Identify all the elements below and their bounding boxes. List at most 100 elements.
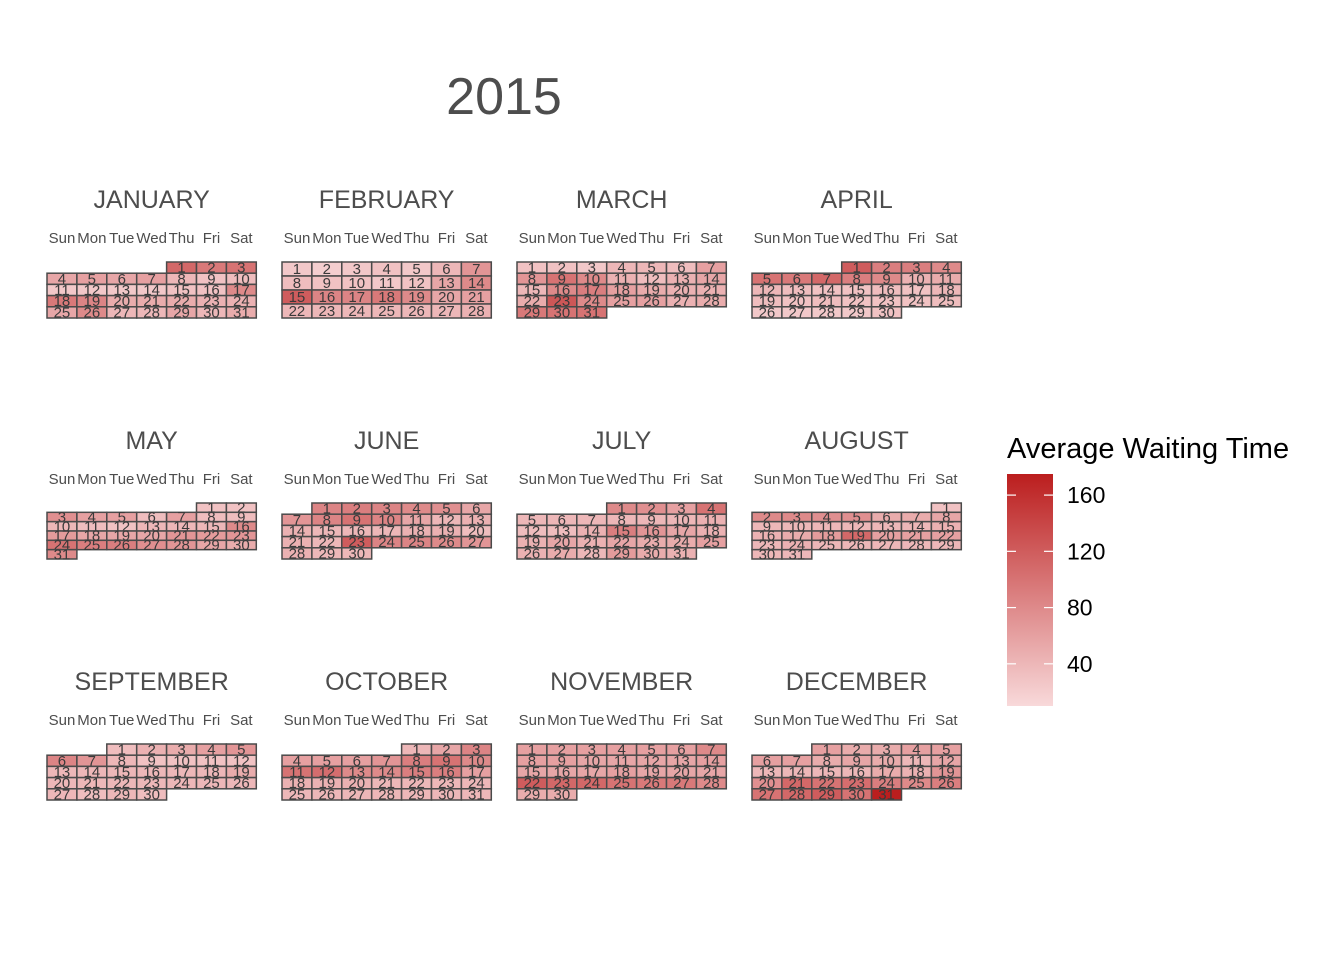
- day-cell: [135, 788, 168, 801]
- month-name: AUGUST: [805, 427, 909, 455]
- day-number: 26: [643, 775, 660, 792]
- day-number: 3: [237, 260, 245, 277]
- day-number: 1: [528, 260, 536, 277]
- day-number: 21: [289, 534, 306, 551]
- day-cell: [695, 535, 728, 549]
- weekday-label: Tue: [344, 230, 369, 247]
- day-number: 6: [147, 509, 155, 526]
- day-cell: [46, 548, 78, 560]
- day-number: 25: [703, 534, 720, 551]
- day-number: 12: [643, 753, 660, 770]
- day-number: 12: [408, 275, 425, 292]
- weekday-label: Thu: [404, 230, 430, 247]
- day-number: 7: [793, 753, 801, 770]
- day-number: 12: [84, 282, 101, 299]
- weekday-label: Fri: [438, 712, 456, 729]
- day-number: 3: [912, 260, 920, 277]
- day-number: 5: [942, 742, 950, 759]
- day-number: 30: [554, 304, 571, 321]
- day-cell: [695, 776, 728, 790]
- weekday-label: Thu: [639, 230, 665, 247]
- day-number: 25: [378, 303, 395, 320]
- day-number: 6: [442, 261, 450, 278]
- day-number: 26: [408, 303, 425, 320]
- day-number: 14: [703, 753, 720, 770]
- day-number: 28: [908, 537, 925, 554]
- day-number: 4: [942, 260, 950, 277]
- day-number: 21: [84, 775, 101, 792]
- day-number: 30: [143, 786, 160, 803]
- day-number: 17: [378, 523, 395, 540]
- day-number: 12: [759, 282, 776, 299]
- day-number: 16: [203, 282, 220, 299]
- day-number: 10: [468, 753, 485, 770]
- day-number: 29: [203, 537, 220, 554]
- day-number: 7: [88, 753, 96, 770]
- day-number: 21: [468, 289, 485, 306]
- day-number: 22: [113, 775, 130, 792]
- day-number: 25: [908, 775, 925, 792]
- day-number: 25: [818, 537, 835, 554]
- day-number: 3: [177, 742, 185, 759]
- day-number: 5: [647, 260, 655, 277]
- weekday-label: Wed: [841, 712, 872, 729]
- day-cell: [930, 776, 963, 790]
- legend-tick-label: 40: [1067, 651, 1093, 677]
- day-number: 8: [528, 753, 536, 770]
- day-number: 6: [882, 509, 890, 526]
- day-number: 16: [348, 523, 365, 540]
- day-number: 21: [378, 775, 395, 792]
- day-number: 20: [789, 293, 806, 310]
- day-number: 16: [554, 764, 571, 781]
- day-number: 26: [84, 304, 101, 321]
- day-number: 4: [382, 261, 390, 278]
- weekday-label: Sun: [49, 471, 76, 488]
- day-number: 24: [583, 775, 600, 792]
- day-number: 18: [408, 523, 425, 540]
- day-cell: [870, 306, 903, 319]
- day-number: 11: [289, 764, 305, 781]
- day-number: 16: [848, 764, 865, 781]
- day-number: 27: [789, 304, 806, 321]
- day-number: 30: [233, 537, 250, 554]
- day-number: 9: [882, 271, 890, 288]
- day-number: 11: [54, 282, 70, 299]
- day-number: 15: [848, 282, 865, 299]
- day-number: 21: [818, 293, 835, 310]
- weekday-label: Tue: [579, 712, 604, 729]
- day-cell: [460, 535, 493, 549]
- day-number: 24: [908, 293, 925, 310]
- day-number: 10: [908, 271, 925, 288]
- day-number: 10: [348, 275, 365, 292]
- day-number: 25: [938, 293, 955, 310]
- month-name: DECEMBER: [786, 668, 928, 696]
- day-number: 9: [558, 753, 566, 770]
- month-name: SEPTEMBER: [75, 668, 229, 696]
- weekday-label: Thu: [169, 230, 195, 247]
- day-number: 10: [173, 753, 190, 770]
- day-number: 13: [673, 271, 690, 288]
- weekday-label: Thu: [639, 471, 665, 488]
- weekday-label: Tue: [579, 230, 604, 247]
- day-number: 7: [293, 512, 301, 529]
- day-number: 14: [818, 282, 835, 299]
- day-number: 15: [818, 764, 835, 781]
- weekday-label: Thu: [169, 712, 195, 729]
- day-number: 25: [84, 537, 101, 554]
- day-number: 29: [173, 304, 190, 321]
- legend: Average Waiting Time 40 80 120 160: [1007, 433, 1289, 706]
- day-number: 13: [554, 523, 571, 540]
- day-number: 18: [289, 775, 306, 792]
- day-number: 5: [528, 512, 536, 529]
- day-number: 28: [468, 303, 485, 320]
- weekday-label: Sun: [284, 471, 311, 488]
- day-number: 14: [84, 764, 101, 781]
- weekday-label: Fri: [908, 471, 926, 488]
- day-number: 30: [878, 304, 895, 321]
- day-number: 13: [113, 282, 130, 299]
- day-number: 1: [942, 500, 950, 517]
- day-number: 6: [353, 753, 361, 770]
